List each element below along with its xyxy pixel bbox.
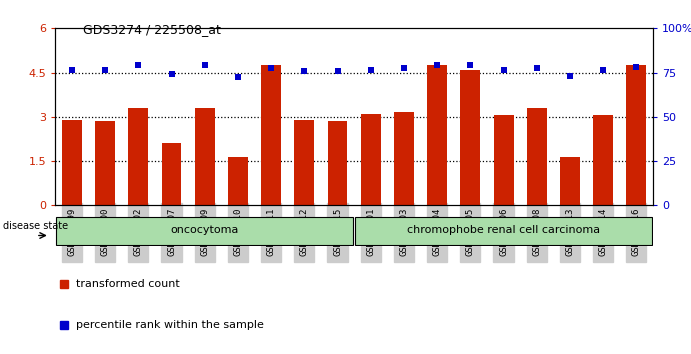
Point: [399, 65, 410, 71]
Point: [332, 68, 343, 74]
Point: [166, 71, 177, 77]
Text: oncocytoma: oncocytoma: [171, 225, 239, 235]
Point: [133, 62, 144, 68]
Point: [531, 65, 542, 71]
Point: [299, 68, 310, 74]
Bar: [361, 114, 381, 205]
FancyBboxPatch shape: [56, 217, 354, 245]
Point: [199, 62, 210, 68]
Bar: [527, 108, 547, 205]
Bar: [95, 121, 115, 205]
Bar: [195, 108, 215, 205]
Text: percentile rank within the sample: percentile rank within the sample: [76, 320, 264, 330]
Text: chromophobe renal cell carcinoma: chromophobe renal cell carcinoma: [407, 225, 600, 235]
Point: [432, 62, 443, 68]
Point: [631, 64, 642, 69]
Bar: [460, 70, 480, 205]
Bar: [560, 156, 580, 205]
Point: [66, 67, 77, 73]
Bar: [228, 156, 248, 205]
Point: [598, 67, 609, 73]
Bar: [593, 115, 613, 205]
Text: disease state: disease state: [3, 222, 68, 232]
Bar: [493, 115, 513, 205]
Text: GDS3274 / 225508_at: GDS3274 / 225508_at: [83, 23, 221, 36]
Point: [232, 74, 243, 80]
Point: [465, 62, 476, 68]
Point: [265, 65, 276, 71]
Bar: [62, 120, 82, 205]
Bar: [427, 65, 447, 205]
Point: [100, 67, 111, 73]
Bar: [394, 113, 414, 205]
FancyBboxPatch shape: [354, 217, 652, 245]
Point: [366, 67, 377, 73]
Point: [565, 73, 576, 78]
Text: transformed count: transformed count: [76, 279, 180, 289]
Bar: [162, 143, 182, 205]
Bar: [129, 108, 149, 205]
Bar: [294, 120, 314, 205]
Bar: [261, 65, 281, 205]
Bar: [328, 121, 348, 205]
Bar: [627, 65, 646, 205]
Point: [498, 67, 509, 73]
